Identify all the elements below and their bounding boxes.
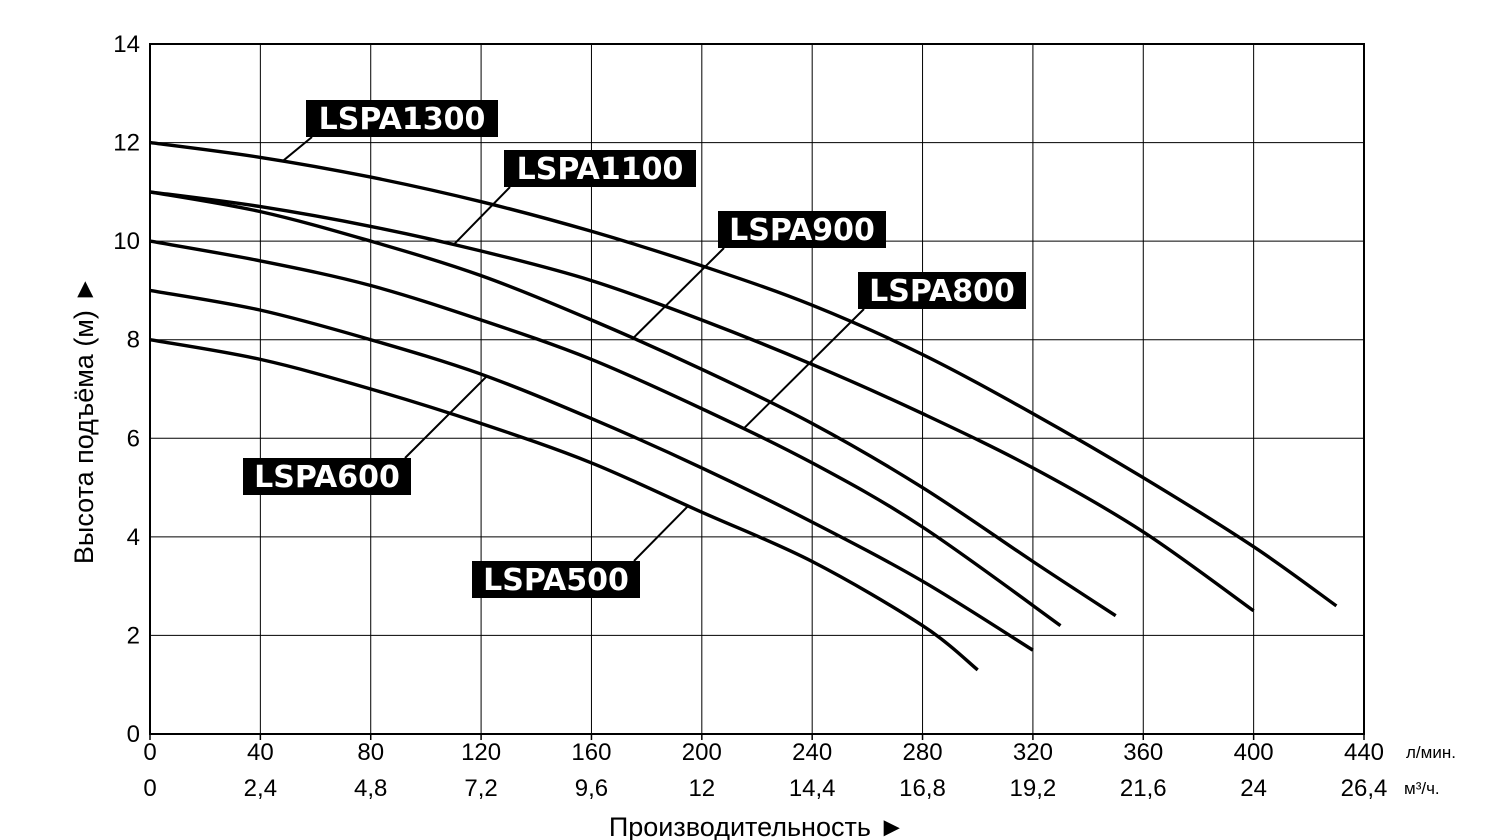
x-tick-label-400: 400	[1234, 739, 1274, 766]
series-label-box-lspa1100	[504, 150, 696, 187]
x2-tick-label-0: 0	[143, 775, 156, 802]
callout-leader-lspa1300	[281, 136, 313, 163]
series-label-lspa500: LSPA500	[483, 563, 629, 598]
x-axis-title: Производительность ►	[609, 812, 905, 840]
grid	[149, 44, 1365, 740]
series-label-lspa1300: LSPA1300	[319, 102, 486, 137]
x-tick-label-80: 80	[357, 739, 384, 766]
x-tick-label-0: 0	[143, 739, 156, 766]
x-unit-lpm: л/мин.	[1406, 743, 1456, 762]
callout-leader-lspa600	[404, 375, 488, 459]
x-tick-label-360: 360	[1123, 739, 1163, 766]
series-label-box-lspa500	[472, 561, 640, 598]
callout-leader-lspa800	[742, 308, 865, 430]
x-tick-label-120: 120	[461, 739, 501, 766]
series-label-box-lspa1300	[306, 100, 498, 137]
x-tick-label-280: 280	[903, 739, 943, 766]
series-label-box-lspa900	[718, 211, 886, 248]
callout-leader-lspa500	[633, 505, 689, 562]
series-line-lspa800	[149, 239, 1062, 627]
x-tick-label-440: 440	[1344, 739, 1384, 766]
series-label-lspa800: LSPA800	[869, 274, 1015, 309]
y-tick-label-12: 12	[113, 130, 140, 157]
x2-tick-label-24: 24	[1240, 775, 1267, 802]
x-tick-label-160: 160	[571, 739, 611, 766]
y-tick-label-10: 10	[113, 228, 140, 255]
x2-tick-label-4-8: 4,8	[354, 775, 387, 802]
y-tick-label-8: 8	[127, 327, 140, 354]
x2-tick-label-9-6: 9,6	[575, 775, 608, 802]
series-line-lspa1100	[149, 190, 1255, 613]
x2-tick-label-16-8: 16,8	[899, 775, 946, 802]
series-labels: LSPA500 LSPA600 LSPA800 LSPA900 LSPA1100 LSPA…	[243, 100, 1026, 598]
y-tick-label-2: 2	[127, 622, 140, 649]
x2-tick-label-14-4: 14,4	[789, 775, 836, 802]
series-label-box-lspa600	[243, 458, 411, 495]
x2-tick-label-21-6: 21,6	[1120, 775, 1167, 802]
x-tick-label-240: 240	[792, 739, 832, 766]
series-line-lspa900	[149, 190, 1117, 618]
series-label-box-lspa800	[858, 272, 1026, 309]
x2-tick-label-26-4: 26,4	[1341, 775, 1388, 802]
y-tick-label-4: 4	[127, 524, 140, 551]
x2-tick-label-2-4: 2,4	[244, 775, 277, 802]
series-label-lspa1100: LSPA1100	[517, 152, 684, 187]
series-group	[149, 140, 1338, 672]
y-axis-title: Высота подъёма (м) ►	[69, 276, 99, 564]
plot-frame	[149, 43, 1365, 735]
y-tick-label-0: 0	[127, 721, 140, 748]
x-tick-label-40: 40	[247, 739, 274, 766]
series-line-lspa1300	[149, 140, 1338, 608]
series-label-lspa600: LSPA600	[254, 460, 400, 495]
tick-labels: 00402,4804,81207,21609,62001224014,42801…	[113, 31, 1387, 802]
series-line-lspa500	[149, 338, 979, 672]
y-tick-label-6: 6	[127, 425, 140, 452]
x2-unit-m3h: м³/ч.	[1404, 779, 1440, 798]
x-tick-label-320: 320	[1013, 739, 1053, 766]
x2-tick-label-7-2: 7,2	[464, 775, 497, 802]
x2-tick-label-19-2: 19,2	[1010, 775, 1057, 802]
callout-leader-lspa900	[632, 247, 725, 340]
x2-tick-label-12: 12	[688, 775, 715, 802]
y-tick-label-14: 14	[113, 31, 140, 58]
series-line-lspa600	[149, 288, 1034, 652]
series-label-lspa900: LSPA900	[729, 213, 875, 248]
x-tick-label-200: 200	[682, 739, 722, 766]
callout-leader-lspa1100	[452, 186, 511, 246]
